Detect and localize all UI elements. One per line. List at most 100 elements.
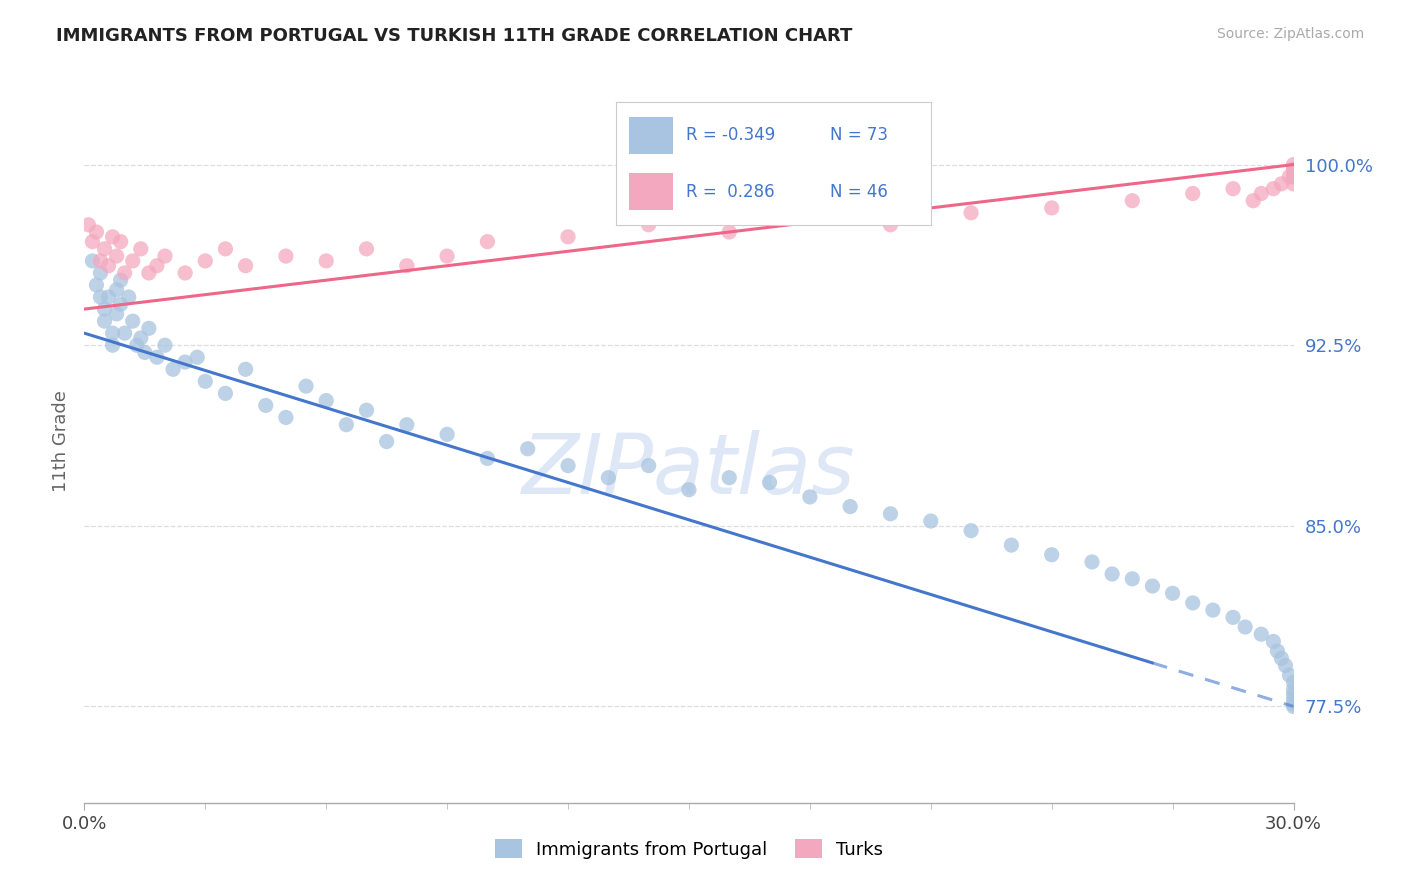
- Point: [138, 321, 160, 335]
- Point: [105, 283, 128, 297]
- Point: [134, 345, 156, 359]
- Text: IMMIGRANTS FROM PORTUGAL VS TURKISH 11TH GRADE CORRELATION CHART: IMMIGRANTS FROM PORTUGAL VS TURKISH 11TH…: [56, 27, 852, 45]
- Point: [1282, 699, 1305, 714]
- Point: [1282, 687, 1305, 701]
- Point: [960, 524, 983, 538]
- Point: [637, 458, 659, 473]
- Point: [315, 393, 337, 408]
- Point: [82, 235, 104, 249]
- Point: [1263, 634, 1285, 648]
- Point: [1040, 548, 1063, 562]
- Point: [125, 338, 148, 352]
- Point: [1181, 596, 1204, 610]
- Point: [89, 290, 111, 304]
- Point: [1222, 610, 1244, 624]
- Point: [214, 386, 236, 401]
- Point: [1142, 579, 1164, 593]
- Point: [1282, 675, 1305, 690]
- Point: [436, 427, 458, 442]
- Point: [1282, 169, 1305, 184]
- Point: [274, 249, 297, 263]
- Point: [516, 442, 538, 456]
- Point: [101, 338, 124, 352]
- Point: [335, 417, 357, 432]
- Point: [1202, 603, 1225, 617]
- Point: [799, 490, 821, 504]
- Point: [86, 225, 108, 239]
- Point: [1000, 538, 1022, 552]
- Point: [477, 235, 499, 249]
- Point: [174, 266, 197, 280]
- Point: [920, 514, 942, 528]
- Point: [1101, 567, 1123, 582]
- Point: [678, 483, 700, 497]
- Point: [121, 314, 143, 328]
- Point: [235, 259, 257, 273]
- Point: [879, 218, 901, 232]
- Point: [1250, 627, 1272, 641]
- Point: [1222, 181, 1244, 195]
- Point: [174, 355, 197, 369]
- Point: [110, 273, 132, 287]
- Point: [477, 451, 499, 466]
- Point: [105, 307, 128, 321]
- Point: [93, 302, 115, 317]
- Point: [129, 242, 152, 256]
- Point: [214, 242, 236, 256]
- Point: [1274, 658, 1296, 673]
- Point: [356, 242, 378, 256]
- Point: [1234, 620, 1257, 634]
- Point: [97, 290, 120, 304]
- Point: [153, 249, 176, 263]
- Point: [93, 242, 115, 256]
- Point: [114, 266, 136, 280]
- Point: [1181, 186, 1204, 201]
- Point: [637, 218, 659, 232]
- Point: [82, 254, 104, 268]
- Point: [1282, 177, 1305, 191]
- Point: [105, 249, 128, 263]
- Point: [799, 211, 821, 225]
- Point: [86, 277, 108, 292]
- Point: [121, 254, 143, 268]
- Point: [1250, 186, 1272, 201]
- Point: [110, 297, 132, 311]
- Point: [1270, 177, 1292, 191]
- Text: Source: ZipAtlas.com: Source: ZipAtlas.com: [1216, 27, 1364, 41]
- Point: [110, 235, 132, 249]
- Point: [1278, 668, 1301, 682]
- Point: [89, 254, 111, 268]
- Point: [194, 254, 217, 268]
- Point: [118, 290, 141, 304]
- Point: [356, 403, 378, 417]
- Point: [1282, 169, 1305, 184]
- Point: [839, 500, 862, 514]
- Point: [77, 218, 100, 232]
- Point: [146, 350, 169, 364]
- Point: [879, 507, 901, 521]
- Point: [1282, 692, 1305, 706]
- Point: [395, 417, 418, 432]
- Point: [315, 254, 337, 268]
- Point: [153, 338, 176, 352]
- Point: [1161, 586, 1184, 600]
- Point: [254, 398, 277, 412]
- Point: [101, 229, 124, 244]
- Point: [1241, 194, 1264, 208]
- Point: [1121, 572, 1143, 586]
- Point: [1270, 651, 1292, 665]
- Point: [718, 225, 741, 239]
- Point: [89, 266, 111, 280]
- Point: [93, 314, 115, 328]
- Point: [598, 470, 620, 484]
- Point: [194, 374, 217, 388]
- Point: [1282, 157, 1305, 171]
- Point: [436, 249, 458, 263]
- Point: [960, 205, 983, 219]
- Point: [274, 410, 297, 425]
- Point: [129, 331, 152, 345]
- Point: [758, 475, 780, 490]
- Y-axis label: 11th Grade: 11th Grade: [52, 391, 70, 492]
- Legend: Immigrants from Portugal, Turks: Immigrants from Portugal, Turks: [488, 832, 890, 866]
- Point: [718, 470, 741, 484]
